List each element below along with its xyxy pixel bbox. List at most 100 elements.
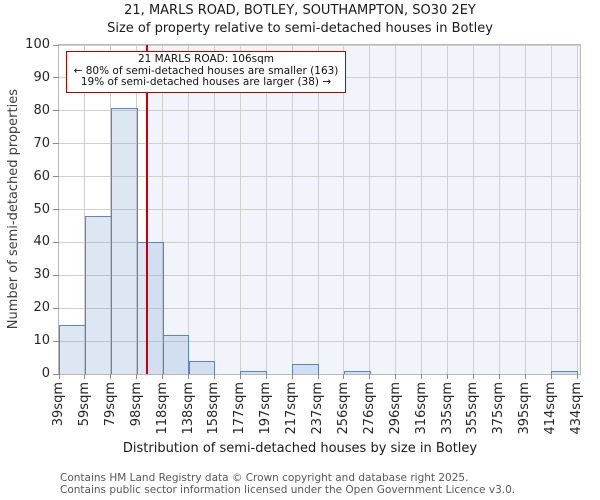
vertical-gridline xyxy=(291,45,293,374)
x-tick-label: 177sqm xyxy=(232,382,248,435)
horizontal-gridline xyxy=(59,44,580,46)
x-tick-label: 316sqm xyxy=(413,382,429,435)
x-tick-label: 434sqm xyxy=(569,382,584,435)
plot-area xyxy=(58,44,581,375)
x-tick-label: 375sqm xyxy=(491,382,507,435)
y-tick-mark xyxy=(53,373,59,375)
x-tick-mark xyxy=(188,374,189,379)
x-tick-label: 414sqm xyxy=(543,382,559,435)
property-size-marker-line xyxy=(145,45,148,374)
y-tick-mark xyxy=(53,143,59,145)
vertical-gridline xyxy=(213,45,215,374)
vertical-gridline xyxy=(317,45,319,374)
annotation-line-1: 21 MARLS ROAD: 106sqm xyxy=(137,53,274,65)
histogram-bar xyxy=(240,370,268,374)
vertical-gridline xyxy=(472,45,474,374)
x-tick-mark xyxy=(58,374,60,379)
footer-attribution-line-2: Contains public sector information licen… xyxy=(60,484,516,496)
histogram-bar xyxy=(110,107,138,374)
x-tick-label: 158sqm xyxy=(206,382,222,435)
horizontal-gridline xyxy=(59,110,580,112)
x-tick-mark xyxy=(447,374,448,379)
histogram-bar xyxy=(188,360,216,374)
x-tick-label: 79sqm xyxy=(102,382,118,427)
vertical-gridline xyxy=(265,45,267,374)
histogram-bar xyxy=(136,242,164,374)
y-tick-label: 20 xyxy=(33,300,50,316)
vertical-gridline xyxy=(447,45,448,374)
y-tick-label: 10 xyxy=(33,333,50,349)
x-tick-label: 335sqm xyxy=(439,382,455,435)
vertical-gridline xyxy=(395,45,397,374)
y-tick-label: 90 xyxy=(33,69,50,85)
histogram-bar xyxy=(84,216,112,374)
vertical-gridline xyxy=(524,45,526,374)
histogram-bar xyxy=(343,370,371,374)
vertical-gridline xyxy=(162,45,164,374)
y-tick-mark xyxy=(53,274,59,276)
y-tick-label: 100 xyxy=(25,37,50,52)
x-tick-mark xyxy=(550,374,552,379)
vertical-gridline xyxy=(84,45,86,374)
chart-title: 21, MARLS ROAD, BOTLEY, SOUTHAMPTON, SO3… xyxy=(124,3,476,18)
x-tick-label: 118sqm xyxy=(154,382,170,435)
horizontal-gridline xyxy=(59,307,580,309)
x-tick-label: 296sqm xyxy=(387,382,403,435)
horizontal-gridline xyxy=(59,340,580,342)
y-tick-mark xyxy=(53,307,59,309)
horizontal-gridline xyxy=(59,143,580,145)
y-tick-label: 80 xyxy=(33,102,50,118)
x-tick-mark xyxy=(136,374,138,379)
x-tick-mark xyxy=(369,374,371,379)
x-tick-label: 197sqm xyxy=(258,382,274,435)
x-tick-mark xyxy=(265,374,267,379)
vertical-gridline xyxy=(498,45,500,374)
x-tick-label: 256sqm xyxy=(335,382,351,435)
horizontal-gridline xyxy=(59,241,580,243)
x-tick-label: 39sqm xyxy=(51,382,66,427)
x-axis-title: Distribution of semi-detached houses by … xyxy=(122,441,478,456)
histogram-bar xyxy=(292,364,319,374)
x-tick-mark xyxy=(317,374,319,379)
horizontal-gridline xyxy=(59,274,580,276)
x-tick-mark xyxy=(395,374,397,379)
chart-subtitle: Size of property relative to semi-detach… xyxy=(107,21,493,36)
x-tick-label: 237sqm xyxy=(310,382,325,435)
y-tick-label: 40 xyxy=(33,234,50,250)
horizontal-gridline xyxy=(59,209,580,210)
vertical-gridline xyxy=(343,45,345,374)
x-tick-label: 98sqm xyxy=(128,382,144,427)
x-tick-mark xyxy=(110,374,112,379)
x-tick-label: 59sqm xyxy=(76,382,92,427)
x-tick-mark xyxy=(498,374,500,379)
histogram-bar xyxy=(59,324,86,374)
vertical-gridline xyxy=(188,45,189,374)
x-tick-label: 395sqm xyxy=(517,382,533,435)
x-tick-mark xyxy=(421,374,423,379)
vertical-gridline xyxy=(369,45,371,374)
x-tick-label: 217sqm xyxy=(284,382,300,435)
x-tick-mark xyxy=(576,374,578,379)
x-tick-mark xyxy=(343,374,345,379)
x-tick-label: 355sqm xyxy=(465,382,481,435)
x-tick-mark xyxy=(239,374,241,379)
x-tick-mark xyxy=(472,374,474,379)
x-tick-label: 138sqm xyxy=(180,382,196,435)
footer-attribution-line-1: Contains HM Land Registry data © Crown c… xyxy=(60,472,469,484)
annotation-box: 21 MARLS ROAD: 106sqm ← 80% of semi-deta… xyxy=(66,51,346,93)
vertical-gridline xyxy=(239,45,241,374)
histogram-bar xyxy=(162,334,190,374)
annotation-line-3: 19% of semi-detached houses are larger (… xyxy=(80,76,332,88)
annotation-line-2: ← 80% of semi-detached houses are smalle… xyxy=(73,64,339,77)
y-tick-label: 60 xyxy=(33,168,50,184)
x-tick-mark xyxy=(524,374,526,379)
y-tick-label: 30 xyxy=(33,267,50,283)
y-tick-mark xyxy=(53,44,59,46)
y-tick-label: 50 xyxy=(33,201,50,217)
x-tick-mark xyxy=(162,374,164,379)
x-tick-label: 276sqm xyxy=(361,382,377,435)
y-tick-mark xyxy=(53,176,59,178)
y-tick-mark xyxy=(53,77,59,79)
x-tick-mark xyxy=(291,374,293,379)
vertical-gridline xyxy=(550,45,552,374)
